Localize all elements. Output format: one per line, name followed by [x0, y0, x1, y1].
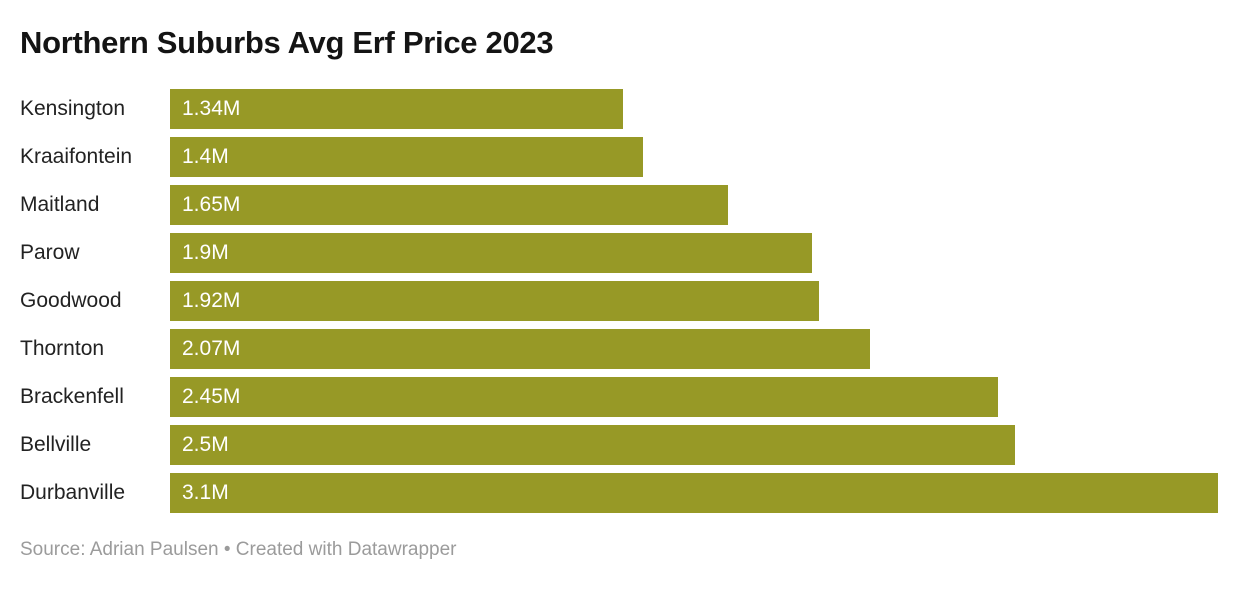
bar-track: 1.65M: [170, 185, 1218, 225]
bar[interactable]: 2.07M: [170, 329, 870, 369]
value-label: 1.4M: [182, 145, 229, 168]
bar-row: Brackenfell 2.45M: [20, 377, 1218, 417]
bar[interactable]: 1.65M: [170, 185, 728, 225]
bar-row: Thornton 2.07M: [20, 329, 1218, 369]
bar-row: Kraaifontein 1.4M: [20, 137, 1218, 177]
bar[interactable]: 3.1M: [170, 473, 1218, 513]
category-label: Brackenfell: [20, 385, 124, 408]
bar-track: 3.1M: [170, 473, 1218, 513]
bar[interactable]: 1.92M: [170, 281, 820, 321]
bar-track: 2.45M: [170, 377, 1218, 417]
bar[interactable]: 2.5M: [170, 425, 1016, 465]
chart-title: Northern Suburbs Avg Erf Price 2023: [20, 25, 554, 60]
bar-row: Maitland 1.65M: [20, 185, 1218, 225]
bar-track: 2.07M: [170, 329, 1218, 369]
category-label: Kraaifontein: [20, 145, 133, 168]
bar-rows: Kensington 1.34M Kraaifontein 1.4M Maitl…: [0, 89, 1240, 513]
category-label: Parow: [20, 241, 80, 264]
value-label: 1.92M: [182, 289, 241, 312]
bar-track: 1.9M: [170, 233, 1218, 273]
bar-row: Bellville 2.5M: [20, 425, 1218, 465]
bar[interactable]: 1.4M: [170, 137, 644, 177]
value-label: 2.5M: [182, 433, 229, 456]
bar-track: 1.92M: [170, 281, 1218, 321]
category-label: Kensington: [20, 97, 126, 120]
bar-row: Goodwood 1.92M: [20, 281, 1218, 321]
bar[interactable]: 2.45M: [170, 377, 999, 417]
category-label: Maitland: [20, 193, 100, 216]
source-attribution: Source: Adrian Paulsen • Created with Da…: [20, 539, 457, 560]
category-label: Bellville: [20, 433, 92, 456]
value-label: 1.65M: [182, 193, 241, 216]
bar-track: 2.5M: [170, 425, 1218, 465]
bar-row: Durbanville 3.1M: [20, 473, 1218, 513]
category-label: Durbanville: [20, 481, 126, 504]
bar-track: 1.4M: [170, 137, 1218, 177]
bar[interactable]: 1.9M: [170, 233, 813, 273]
bar-track: 1.34M: [170, 89, 1218, 129]
bar[interactable]: 1.34M: [170, 89, 623, 129]
category-label: Goodwood: [20, 289, 122, 312]
bar-row: Parow 1.9M: [20, 233, 1218, 273]
value-label: 1.34M: [182, 97, 241, 120]
category-label: Thornton: [20, 337, 105, 360]
bar-row: Kensington 1.34M: [20, 89, 1218, 129]
value-label: 2.07M: [182, 337, 241, 360]
value-label: 3.1M: [182, 481, 229, 504]
value-label: 2.45M: [182, 385, 241, 408]
value-label: 1.9M: [182, 241, 229, 264]
